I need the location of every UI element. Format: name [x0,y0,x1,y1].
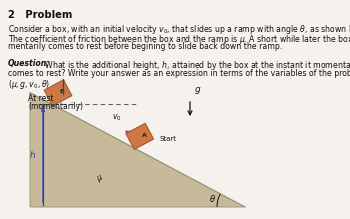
Text: Question:: Question: [8,59,50,68]
Text: $(\mu, g, v_0, \theta)$: $(\mu, g, v_0, \theta)$ [8,78,50,91]
Polygon shape [30,93,245,207]
Text: $v_0$: $v_0$ [112,112,122,123]
FancyBboxPatch shape [44,80,72,106]
Text: Start: Start [160,136,177,142]
Text: $h$: $h$ [29,149,36,160]
Text: A: A [141,133,146,138]
Text: mentarily comes to rest before begining to slide back down the ramp.: mentarily comes to rest before begining … [8,42,282,51]
FancyBboxPatch shape [126,123,154,149]
Text: The coefficient of friction between the box and the ramp is $\mu$. A short while: The coefficient of friction between the … [8,32,350,46]
Text: 2   Problem: 2 Problem [8,10,72,20]
Text: $\theta$: $\theta$ [209,194,216,205]
Text: B: B [60,89,65,94]
Text: comes to rest? Write your answer as an expression in terms of the variables of t: comes to rest? Write your answer as an e… [8,69,350,78]
Text: Consider a box, with an initial velocity $v_0$, that slides up a ramp with angle: Consider a box, with an initial velocity… [8,23,350,36]
Text: $\mu$: $\mu$ [95,173,106,185]
Text: What is the additional height, $h$, attained by the box at the instant it moment: What is the additional height, $h$, atta… [42,59,350,72]
Text: (momentarily): (momentarily) [28,102,83,111]
Text: At rest: At rest [28,94,54,103]
Text: $g$: $g$ [194,85,201,96]
